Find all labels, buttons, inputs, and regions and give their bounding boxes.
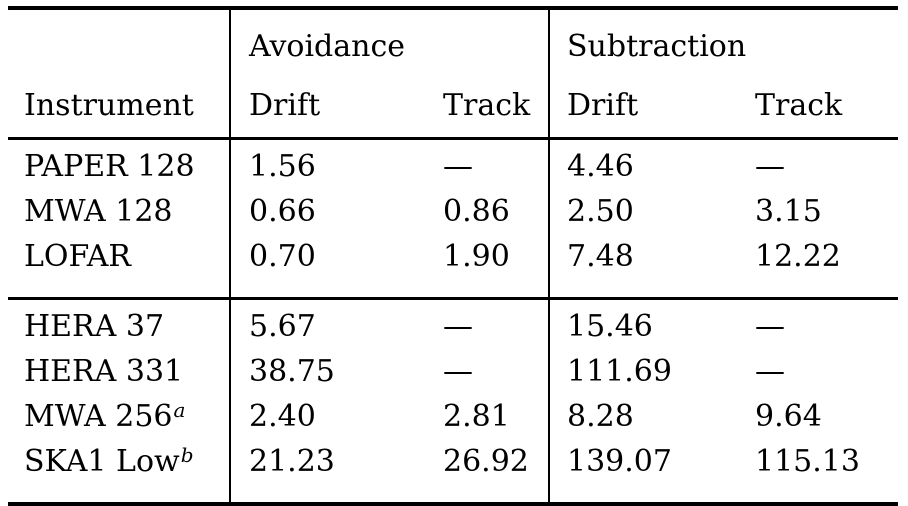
cell-avoidance-track: 26.92	[443, 443, 529, 479]
cell-instrument: SKA1 Lowb	[8, 439, 230, 504]
cell-avoidance-track: —	[443, 353, 473, 389]
cell-avoidance-drift: 1.56	[229, 138, 423, 189]
table-row-lofar: LOFAR 0.70 1.90 7.48 12.22	[8, 234, 898, 299]
cell-subtraction-drift: 2.50	[548, 189, 735, 234]
cell-avoidance-drift: 0.70	[229, 234, 423, 299]
table-block-1: PAPER 128 1.56 — 4.46 — MWA 128 0.66 0.8…	[8, 138, 898, 299]
header-subtraction-track: Track	[755, 88, 843, 123]
cell-subtraction-track: 9.64	[755, 398, 822, 434]
cell-subtraction-drift: 7.48	[548, 234, 735, 299]
cell-subtraction-track: —	[755, 148, 785, 184]
table-header: Avoidance Subtraction Instrument Drift T…	[8, 8, 899, 139]
table-row-hera-37: HERA 37 5.67 — 15.46 —	[8, 298, 898, 350]
cell-avoidance-drift: 38.75	[229, 349, 423, 394]
header-columns-row: Instrument Drift Track Drift Track	[8, 66, 898, 139]
cell-avoidance-drift: 5.67	[229, 298, 423, 349]
cell-subtraction-drift: 139.07	[548, 439, 735, 504]
cell-avoidance-drift: 21.23	[229, 439, 423, 504]
cell-subtraction-track: 3.15	[755, 193, 822, 229]
header-avoidance-drift: Drift	[229, 66, 423, 139]
header-spacer-cell	[8, 8, 230, 66]
cell-avoidance-track: —	[443, 148, 473, 184]
table-row-ska1-low: SKA1 Lowb 21.23 26.92 139.07 115.13	[8, 439, 898, 504]
instrument-name: MWA 128	[24, 193, 173, 229]
table-row-hera-331: HERA 331 38.75 — 111.69 —	[8, 349, 898, 394]
cell-subtraction-drift: 111.69	[548, 349, 735, 394]
cell-avoidance-track: 1.90	[443, 238, 510, 274]
cell-subtraction-drift: 15.46	[548, 298, 735, 349]
cell-instrument: MWA 256a	[8, 394, 230, 439]
table-row-mwa-256: MWA 256a 2.40 2.81 8.28 9.64	[8, 394, 898, 439]
footnote-marker-a: a	[173, 397, 186, 422]
instrument-name: HERA 37	[24, 308, 165, 344]
header-group-avoidance: Avoidance	[229, 8, 549, 66]
header-group-row: Avoidance Subtraction	[8, 8, 899, 66]
cell-subtraction-track: —	[755, 308, 785, 344]
instrument-name: LOFAR	[24, 238, 131, 274]
paper-table-page: Avoidance Subtraction Instrument Drift T…	[8, 6, 899, 506]
cell-subtraction-track: —	[755, 353, 785, 389]
footnote-marker-b: b	[180, 442, 194, 467]
instrument-name: PAPER 128	[24, 148, 195, 184]
cell-subtraction-drift: 4.46	[548, 138, 735, 189]
cell-instrument: PAPER 128	[8, 139, 230, 190]
header-subtraction-drift: Drift	[548, 66, 735, 139]
cell-avoidance-drift: 2.40	[229, 394, 423, 439]
table-block-2: HERA 37 5.67 — 15.46 — HERA 331 38.75 — …	[8, 298, 899, 504]
cell-avoidance-track: 0.86	[443, 193, 510, 229]
header-avoidance-track: Track	[443, 88, 531, 123]
header-group-subtraction: Subtraction	[547, 8, 899, 66]
cell-subtraction-track: 115.13	[755, 443, 860, 479]
cell-avoidance-track: 2.81	[443, 398, 510, 434]
cell-instrument: LOFAR	[8, 234, 230, 299]
cell-instrument: MWA 128	[8, 189, 230, 234]
cell-subtraction-track: 12.22	[755, 238, 841, 274]
cell-instrument: HERA 331	[8, 349, 230, 394]
cell-avoidance-drift: 0.66	[229, 189, 423, 234]
instrument-name: MWA 256	[24, 398, 173, 434]
table-row-mwa-128: MWA 128 0.66 0.86 2.50 3.15	[8, 189, 898, 234]
instrument-name: SKA1 Low	[24, 443, 180, 479]
results-table: Avoidance Subtraction Instrument Drift T…	[8, 6, 899, 506]
instrument-name: HERA 331	[24, 353, 184, 389]
cell-instrument: HERA 37	[8, 299, 230, 350]
cell-subtraction-drift: 8.28	[548, 394, 735, 439]
header-instrument: Instrument	[24, 88, 194, 123]
cell-avoidance-track: —	[443, 308, 473, 344]
table-row-paper-128: PAPER 128 1.56 — 4.46 —	[8, 138, 898, 190]
